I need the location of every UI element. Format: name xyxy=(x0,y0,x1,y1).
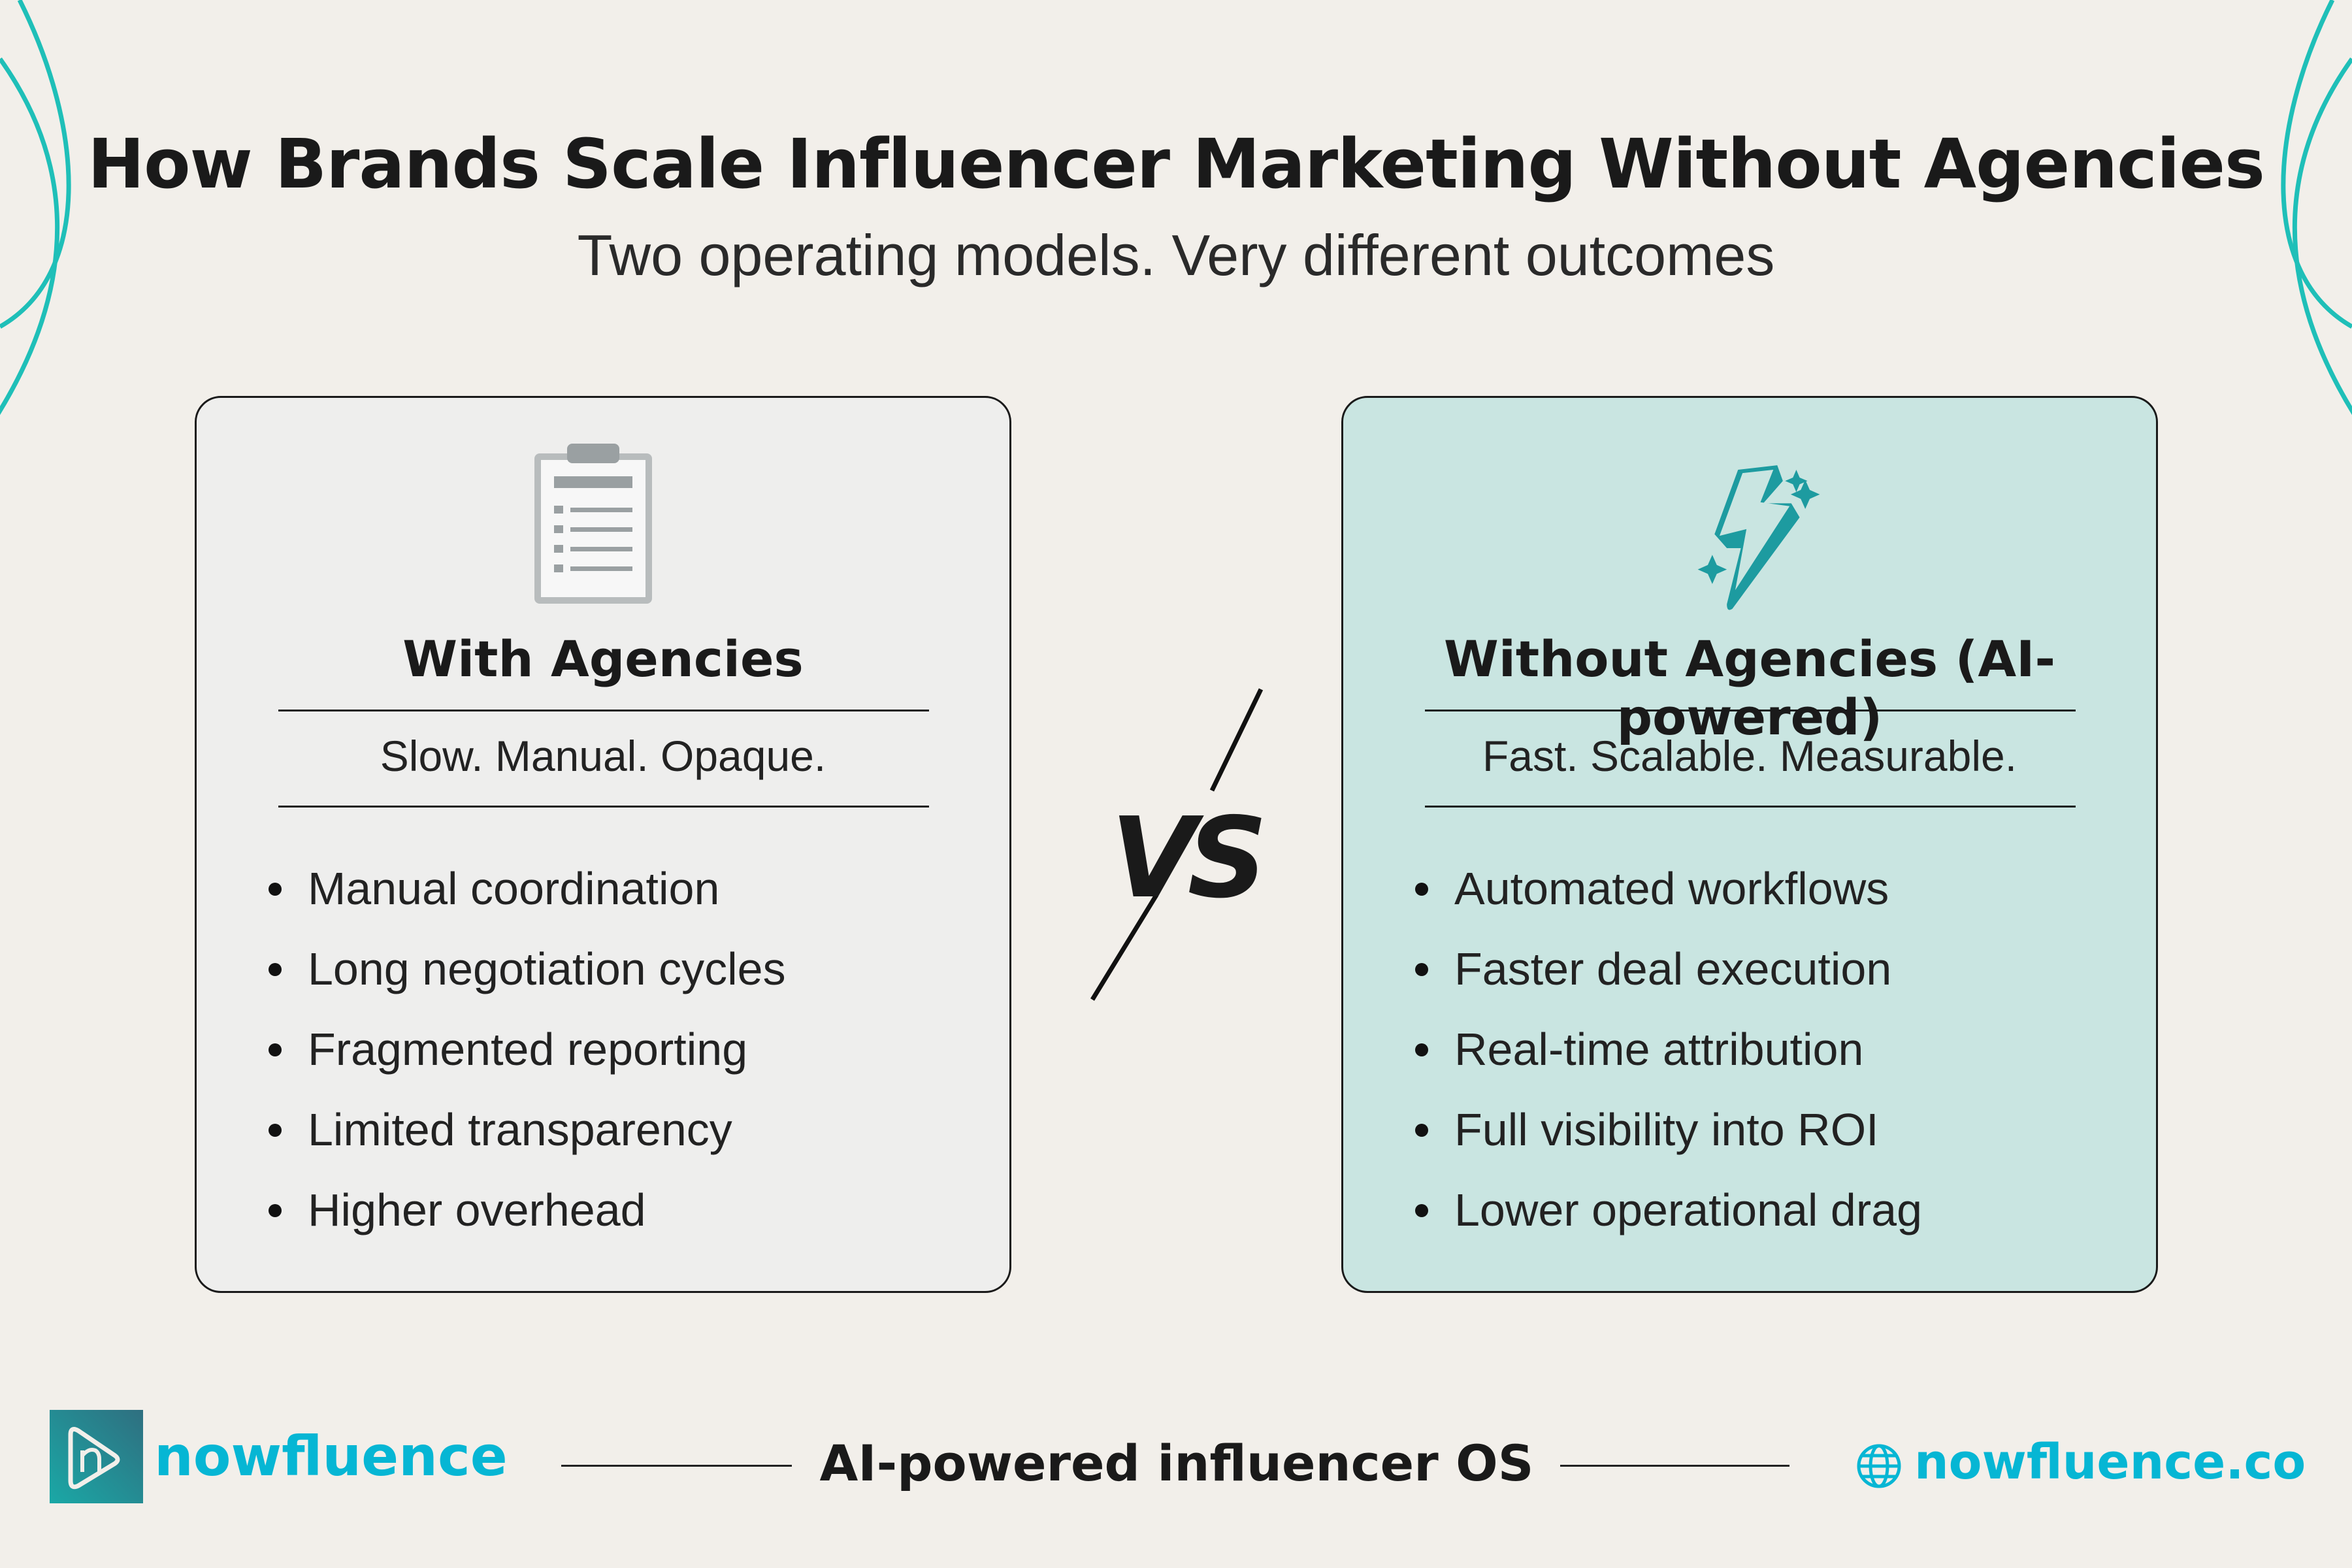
footer-divider xyxy=(561,1465,792,1467)
vs-slash xyxy=(1090,688,1264,1001)
bullet-list: Manual coordination Long negotiation cyc… xyxy=(269,849,786,1250)
list-item: Lower operational drag xyxy=(1415,1170,1922,1250)
website-link[interactable]: nowfluence.co xyxy=(1914,1434,2306,1490)
page-title: How Brands Scale Influencer Marketing Wi… xyxy=(88,124,2265,204)
bullet-list: Automated workflows Faster deal executio… xyxy=(1415,849,1922,1250)
divider xyxy=(1425,806,2076,808)
list-item: Higher overhead xyxy=(269,1170,786,1250)
list-item: Fragmented reporting xyxy=(269,1009,786,1090)
nowfluence-logo-icon xyxy=(50,1410,143,1503)
divider xyxy=(278,806,929,808)
list-item: Full visibility into ROI xyxy=(1415,1090,1922,1170)
list-item: Limited transparency xyxy=(269,1090,786,1170)
footer-tagline: AI-powered influencer OS xyxy=(819,1434,1534,1492)
clipboard-icon xyxy=(534,444,652,604)
list-item: Faster deal execution xyxy=(1415,929,1922,1009)
vs-label: VS xyxy=(1111,794,1267,923)
globe-icon xyxy=(1857,1444,1901,1488)
card-title: With Agencies xyxy=(402,630,804,688)
list-item: Manual coordination xyxy=(269,849,786,929)
card-tagline: Fast. Scalable. Measurable. xyxy=(1482,732,2017,780)
without-agencies-card: Without Agencies (AI-powered) Fast. Scal… xyxy=(1341,396,2158,1293)
brand-name: nowfluence xyxy=(154,1424,508,1488)
footer-divider xyxy=(1560,1465,1789,1467)
divider xyxy=(1425,710,2076,711)
with-agencies-card: With Agencies Slow. Manual. Opaque. Manu… xyxy=(195,396,1011,1293)
lightning-sparkle-icon xyxy=(1697,465,1820,610)
divider xyxy=(278,710,929,711)
list-item: Real-time attribution xyxy=(1415,1009,1922,1090)
list-item: Automated workflows xyxy=(1415,849,1922,929)
list-item: Long negotiation cycles xyxy=(269,929,786,1009)
page-subtitle: Two operating models. Very different out… xyxy=(577,223,1775,287)
card-tagline: Slow. Manual. Opaque. xyxy=(380,732,826,780)
card-title: Without Agencies (AI-powered) xyxy=(1443,630,2055,746)
